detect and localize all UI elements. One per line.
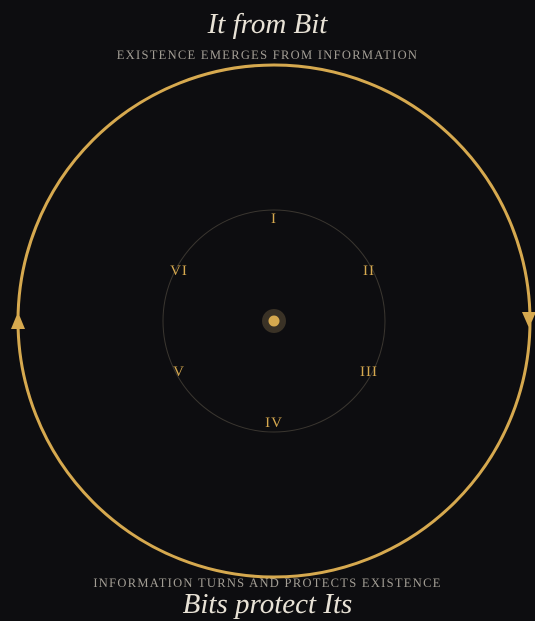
inner-ring — [162, 209, 386, 433]
node-label-5: V — [173, 364, 185, 380]
page-title: It from Bit — [207, 8, 328, 40]
bottom-subtitle: INFORMATION TURNS AND PROTECTS EXISTENCE — [93, 576, 442, 590]
bottom-title: Bits protect Its — [182, 588, 353, 620]
arrow-up-icon — [11, 312, 25, 329]
node-label-2: II — [363, 263, 375, 279]
node-label-1: I — [271, 211, 277, 227]
node-label-3: III — [360, 364, 378, 380]
center-dot-icon — [262, 309, 286, 333]
node-label-4: IV — [265, 415, 283, 431]
node-label-6: VI — [170, 263, 188, 279]
arrow-down-icon — [522, 312, 535, 328]
top-subtitle: EXISTENCE EMERGES FROM INFORMATION — [116, 48, 419, 62]
